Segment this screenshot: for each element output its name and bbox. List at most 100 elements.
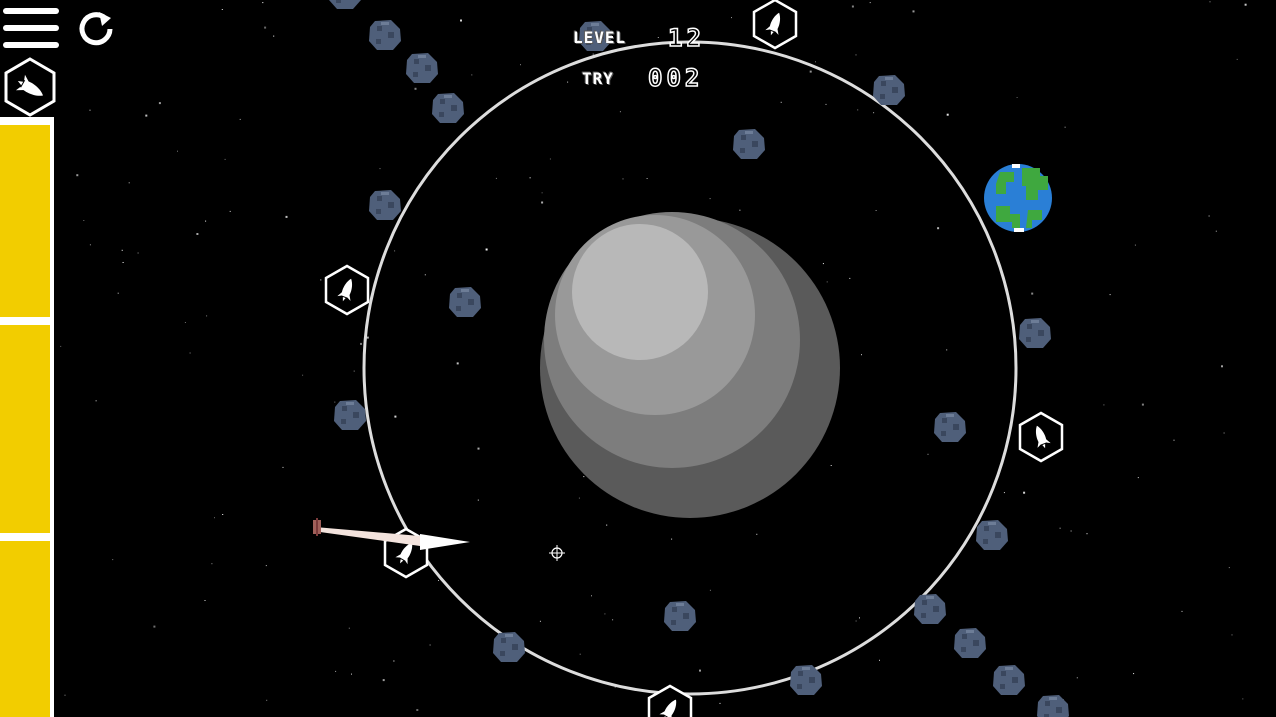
star — [606, 524, 608, 526]
star — [583, 476, 585, 478]
star — [262, 2, 264, 4]
asteroid — [369, 20, 401, 50]
star — [1023, 491, 1026, 494]
star — [1215, 230, 1217, 232]
star — [873, 112, 875, 114]
star — [520, 64, 521, 66]
star — [1133, 673, 1135, 675]
star — [822, 263, 824, 265]
star — [731, 17, 732, 19]
star — [460, 19, 462, 22]
star — [1076, 677, 1078, 679]
restart-button[interactable] — [75, 8, 117, 50]
star — [122, 262, 124, 263]
star — [861, 354, 862, 356]
star — [177, 150, 178, 152]
star — [1137, 477, 1139, 479]
star — [477, 499, 479, 501]
star — [1221, 365, 1223, 368]
asteroid — [733, 129, 765, 159]
star — [1228, 567, 1230, 569]
asteroid — [873, 75, 905, 105]
rocket-marker — [1018, 411, 1064, 463]
star — [826, 281, 828, 283]
asteroid — [369, 190, 401, 220]
star — [855, 620, 857, 622]
star — [1181, 610, 1183, 612]
star — [699, 669, 701, 672]
star — [285, 215, 288, 218]
star — [224, 158, 226, 160]
asteroid — [579, 21, 611, 51]
menu-button[interactable] — [3, 8, 59, 50]
star — [1059, 527, 1061, 529]
asteroid — [934, 412, 966, 442]
star — [351, 673, 352, 675]
star — [567, 81, 569, 83]
star — [855, 54, 857, 56]
star — [477, 447, 480, 450]
star — [83, 220, 85, 221]
star — [229, 210, 231, 212]
star — [117, 292, 119, 294]
menu-icon-bar — [3, 42, 59, 48]
star — [394, 250, 396, 252]
star — [927, 453, 929, 455]
star — [273, 35, 275, 37]
star — [438, 580, 439, 581]
star — [153, 625, 156, 628]
star — [382, 679, 385, 682]
player-rocket[interactable] — [313, 518, 470, 550]
star — [851, 5, 854, 8]
star — [612, 619, 614, 621]
star — [416, 709, 419, 711]
star — [366, 336, 369, 339]
star — [1242, 698, 1244, 700]
star — [456, 362, 459, 365]
star — [1064, 126, 1066, 128]
star — [549, 158, 551, 160]
rocket-select-button[interactable] — [0, 57, 60, 117]
star — [1209, 1, 1211, 3]
aim-crosshair[interactable] — [549, 545, 565, 561]
try-label: TRY — [582, 69, 614, 88]
star — [1016, 97, 1018, 98]
star — [529, 177, 531, 179]
rocket-markers — [324, 0, 1064, 717]
hamburger-menu-icon — [3, 8, 59, 14]
star — [1103, 404, 1105, 406]
fuel-gauge — [0, 117, 54, 717]
fuel-cell — [0, 541, 50, 717]
star — [302, 374, 304, 376]
star — [1070, 530, 1072, 532]
star — [579, 653, 581, 655]
star — [825, 103, 827, 105]
star — [830, 465, 832, 466]
asteroid — [329, 0, 361, 9]
star — [709, 589, 711, 591]
star — [1208, 215, 1210, 217]
level-label: LEVEL — [573, 28, 627, 47]
star — [206, 315, 208, 317]
star — [184, 322, 186, 323]
star — [619, 111, 621, 113]
star — [578, 497, 580, 499]
star — [282, 466, 284, 468]
star — [137, 252, 139, 254]
star — [394, 415, 397, 418]
star — [946, 349, 948, 351]
star — [539, 620, 541, 622]
star — [485, 248, 488, 251]
star — [495, 177, 497, 179]
star — [937, 227, 940, 230]
star — [320, 279, 322, 281]
menu-icon-bar — [3, 25, 59, 31]
star — [859, 617, 860, 619]
star — [334, 401, 336, 403]
star — [719, 702, 721, 704]
asteroid-field — [329, 0, 1069, 717]
star — [60, 345, 62, 347]
star — [335, 670, 337, 672]
asteroid — [406, 53, 438, 83]
